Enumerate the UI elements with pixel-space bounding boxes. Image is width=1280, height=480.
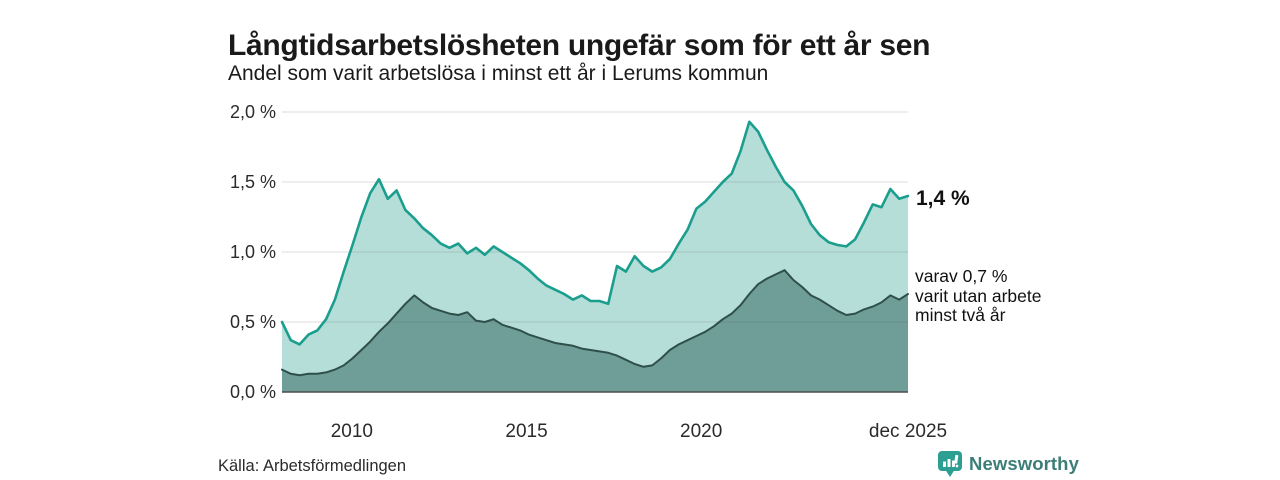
chart-subtitle: Andel som varit arbetslösa i minst ett å…: [228, 62, 769, 85]
x-tick-label: 2010: [330, 421, 373, 442]
y-tick-label: 1,0 %: [229, 242, 276, 262]
x-tick-label: dec 2025: [868, 421, 948, 442]
y-tick-label: 1,5 %: [229, 172, 276, 192]
end-value-label: 1,4 %: [916, 187, 970, 210]
newsworthy-badge-icon: [938, 451, 962, 477]
line-series-1: [281, 269, 909, 377]
y-tick-label: 0,0 %: [229, 382, 276, 402]
newsworthy-logo[interactable]: Newsworthy: [938, 451, 1079, 477]
area-chart: [280, 111, 910, 393]
chart-title: Långtidsarbetslösheten ungefär som för e…: [228, 29, 931, 63]
source-note: Källa: Arbetsförmedlingen: [218, 457, 407, 475]
newsworthy-wordmark: Newsworthy: [969, 453, 1079, 474]
sub-series-annotation: varav 0,7 % varit utan arbete minst två …: [915, 266, 1042, 325]
x-tick-label: 2020: [680, 421, 723, 442]
y-tick-label: 0,5 %: [229, 312, 276, 332]
area-fill-series-1: [282, 270, 908, 392]
x-tick-label: 2015: [505, 421, 548, 442]
y-tick-label: 2,0 %: [229, 102, 276, 122]
line-series-0: [280, 120, 910, 346]
